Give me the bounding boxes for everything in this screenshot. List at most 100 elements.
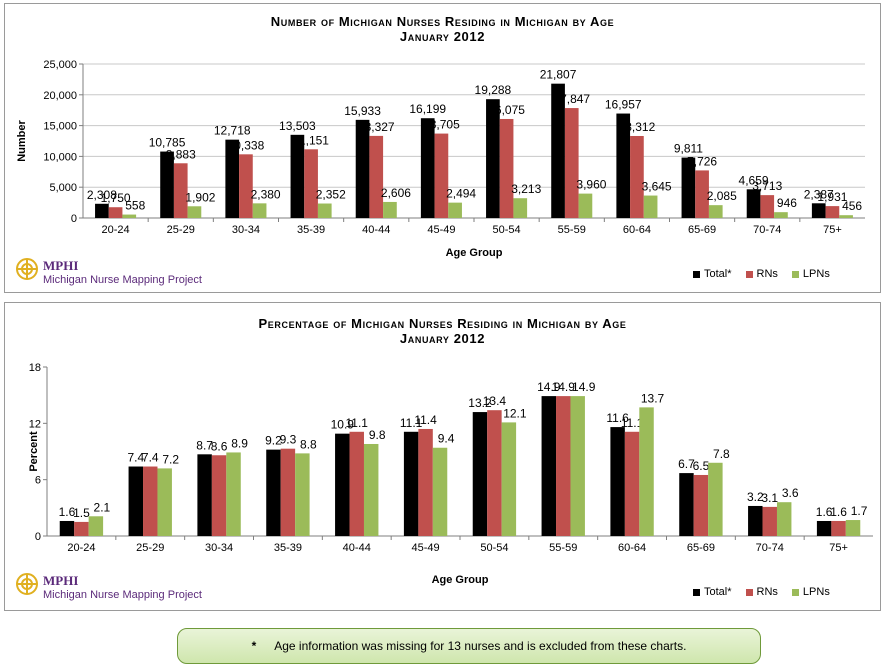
data-label: 2,352 <box>316 188 346 202</box>
data-label: 3.2 <box>747 490 764 504</box>
logo-name: MPHI <box>43 258 79 273</box>
legend-swatch <box>745 270 753 278</box>
legend-swatch <box>791 270 799 278</box>
bar <box>551 83 565 218</box>
data-label: 9.3 <box>280 433 297 447</box>
bar <box>143 466 158 536</box>
data-label: 1.6 <box>830 505 847 519</box>
x-tick-label: 25-29 <box>167 224 195 236</box>
data-label: 1.7 <box>851 504 868 518</box>
bar <box>845 520 861 536</box>
bar <box>616 113 631 218</box>
data-label: 2,494 <box>446 187 476 201</box>
logo-subtitle: Michigan Nurse Mapping Project <box>43 274 202 286</box>
footnote-marker: * <box>251 639 257 653</box>
data-label: 21,807 <box>540 68 577 82</box>
data-label: 13,312 <box>619 120 656 134</box>
chart-title: Percentage of Michigan Nurses Residing i… <box>258 316 627 331</box>
data-label: 2,085 <box>707 189 737 203</box>
data-label: 9.4 <box>438 432 455 446</box>
x-tick-label: 30-34 <box>232 224 260 236</box>
bar <box>355 119 370 218</box>
data-label: 8.7 <box>196 438 213 452</box>
bar <box>128 466 144 536</box>
legend-swatch <box>693 270 700 278</box>
data-label: 12,718 <box>214 124 251 138</box>
bar <box>746 189 761 218</box>
x-tick-label: 35-39 <box>274 542 302 554</box>
data-label: 13.2 <box>468 396 492 410</box>
bar <box>541 396 557 536</box>
x-tick-label: 60-64 <box>623 224 651 236</box>
data-label: 13,503 <box>279 119 316 133</box>
data-label: 16,957 <box>605 98 642 112</box>
bar <box>59 520 75 536</box>
legend-swatch <box>791 588 799 596</box>
data-label: 12.1 <box>503 406 527 420</box>
data-label: 6.7 <box>678 457 695 471</box>
x-axis-label: Age Group <box>446 247 503 259</box>
data-label: 9.2 <box>265 434 282 448</box>
bar <box>295 453 310 536</box>
data-label: 2,606 <box>381 186 411 200</box>
data-label: 11.4 <box>414 413 437 427</box>
data-label: 2.1 <box>94 500 111 514</box>
bar <box>252 203 267 218</box>
data-label: 2,308 <box>87 188 117 202</box>
data-label: 7.4 <box>127 451 144 465</box>
y-tick-label: 15,000 <box>43 121 77 133</box>
mphi-emblem-icon <box>16 258 38 280</box>
bar <box>239 154 253 218</box>
bar <box>369 135 384 218</box>
bar <box>679 473 694 536</box>
bar <box>486 99 500 218</box>
data-label: 558 <box>125 199 145 213</box>
chart-legend: Total* RNs LPNs <box>693 586 830 598</box>
logo-name: MPHI <box>43 573 79 588</box>
data-label: 19,288 <box>475 83 512 97</box>
data-label: 4,659 <box>739 173 769 187</box>
x-tick-label: 20-24 <box>67 542 95 554</box>
data-label: 14.9 <box>537 380 561 394</box>
mphi-logo <box>11 571 43 602</box>
y-tick-label: 12 <box>29 418 41 430</box>
data-label: 3,645 <box>642 180 672 194</box>
bar <box>499 118 514 218</box>
bar <box>108 207 123 218</box>
bar <box>811 203 826 218</box>
count-bar-chart: 0 5,000 10,000 15,000 20,000 25,000 Number Age … <box>16 59 865 259</box>
bar <box>630 135 644 218</box>
bar <box>335 433 350 536</box>
data-label: 10.9 <box>331 418 355 432</box>
data-label: 7.4 <box>142 451 159 465</box>
x-tick-label: 25-29 <box>136 542 164 554</box>
chart-panel-percent: Percentage of Michigan Nurses Residing i… <box>4 302 881 611</box>
bar <box>643 195 658 218</box>
data-label: 10,338 <box>228 138 265 152</box>
x-tick-label: 65-69 <box>687 542 715 554</box>
bar <box>513 198 528 218</box>
bar <box>760 195 775 218</box>
data-label: 14.9 <box>552 380 576 394</box>
bar <box>290 134 305 218</box>
bar <box>226 452 241 536</box>
bar <box>448 202 462 218</box>
bar <box>708 462 723 536</box>
bar <box>774 212 788 218</box>
footnote-text: Age information was missing for 13 nurse… <box>274 639 687 653</box>
bar <box>74 521 89 536</box>
data-label: 456 <box>842 199 862 213</box>
bar <box>383 201 397 218</box>
bar <box>776 502 792 536</box>
y-tick-label: 20,000 <box>43 90 77 102</box>
bar <box>225 139 240 218</box>
data-label: 8,883 <box>166 147 196 161</box>
data-label: 8.6 <box>211 439 228 453</box>
x-tick-label: 75+ <box>829 542 848 554</box>
bar <box>570 396 585 536</box>
data-label: 3.6 <box>782 486 799 500</box>
bar <box>839 215 853 218</box>
data-label: 3.1 <box>761 491 778 505</box>
bar <box>762 506 777 536</box>
